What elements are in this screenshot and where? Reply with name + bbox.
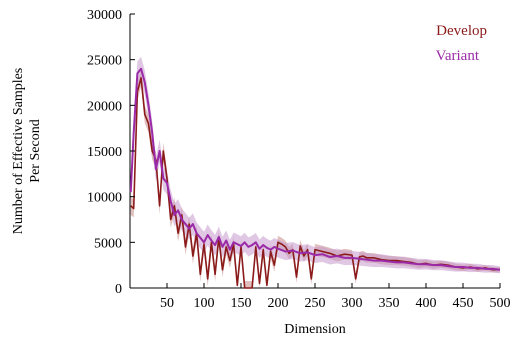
y-axis-title-line-1: Number of Effective Samples: [11, 68, 26, 235]
y-tick-label: 0: [115, 282, 122, 297]
x-tick-label: 250: [305, 296, 326, 311]
y-axis-ticks: 0 5000 10000 15000 20000 25000 30000: [87, 8, 135, 297]
x-tick-label: 200: [268, 296, 289, 311]
y-axis-title-line-2: Per Second: [28, 119, 43, 182]
x-axis-ticks: 50 100 150 200 250 300 350 400 450 500: [160, 283, 511, 311]
x-tick-label: 50: [160, 296, 174, 311]
y-tick-label: 5000: [94, 236, 122, 251]
x-tick-label: 300: [342, 296, 363, 311]
y-tick-label: 20000: [87, 99, 122, 114]
legend: Develop Variant: [436, 23, 487, 64]
confidence-bands: [130, 56, 501, 289]
y-tick-label: 15000: [87, 145, 122, 160]
x-tick-label: 450: [453, 296, 474, 311]
y-tick-label: 10000: [87, 191, 122, 206]
x-tick-label: 500: [490, 296, 511, 311]
series-line-variant: [129, 67, 501, 271]
series-lines: [129, 67, 501, 289]
x-axis-title: Dimension: [284, 322, 345, 337]
x-tick-label: 350: [379, 296, 400, 311]
x-tick-label: 100: [194, 296, 215, 311]
legend-label-variant: Variant: [436, 48, 480, 64]
legend-label-develop: Develop: [436, 23, 487, 39]
y-tick-label: 25000: [87, 54, 122, 69]
x-tick-label: 400: [416, 296, 437, 311]
y-tick-label: 30000: [87, 8, 122, 23]
x-tick-label: 150: [231, 296, 252, 311]
y-axis-title: Number of Effective Samples Per Second: [11, 68, 43, 235]
